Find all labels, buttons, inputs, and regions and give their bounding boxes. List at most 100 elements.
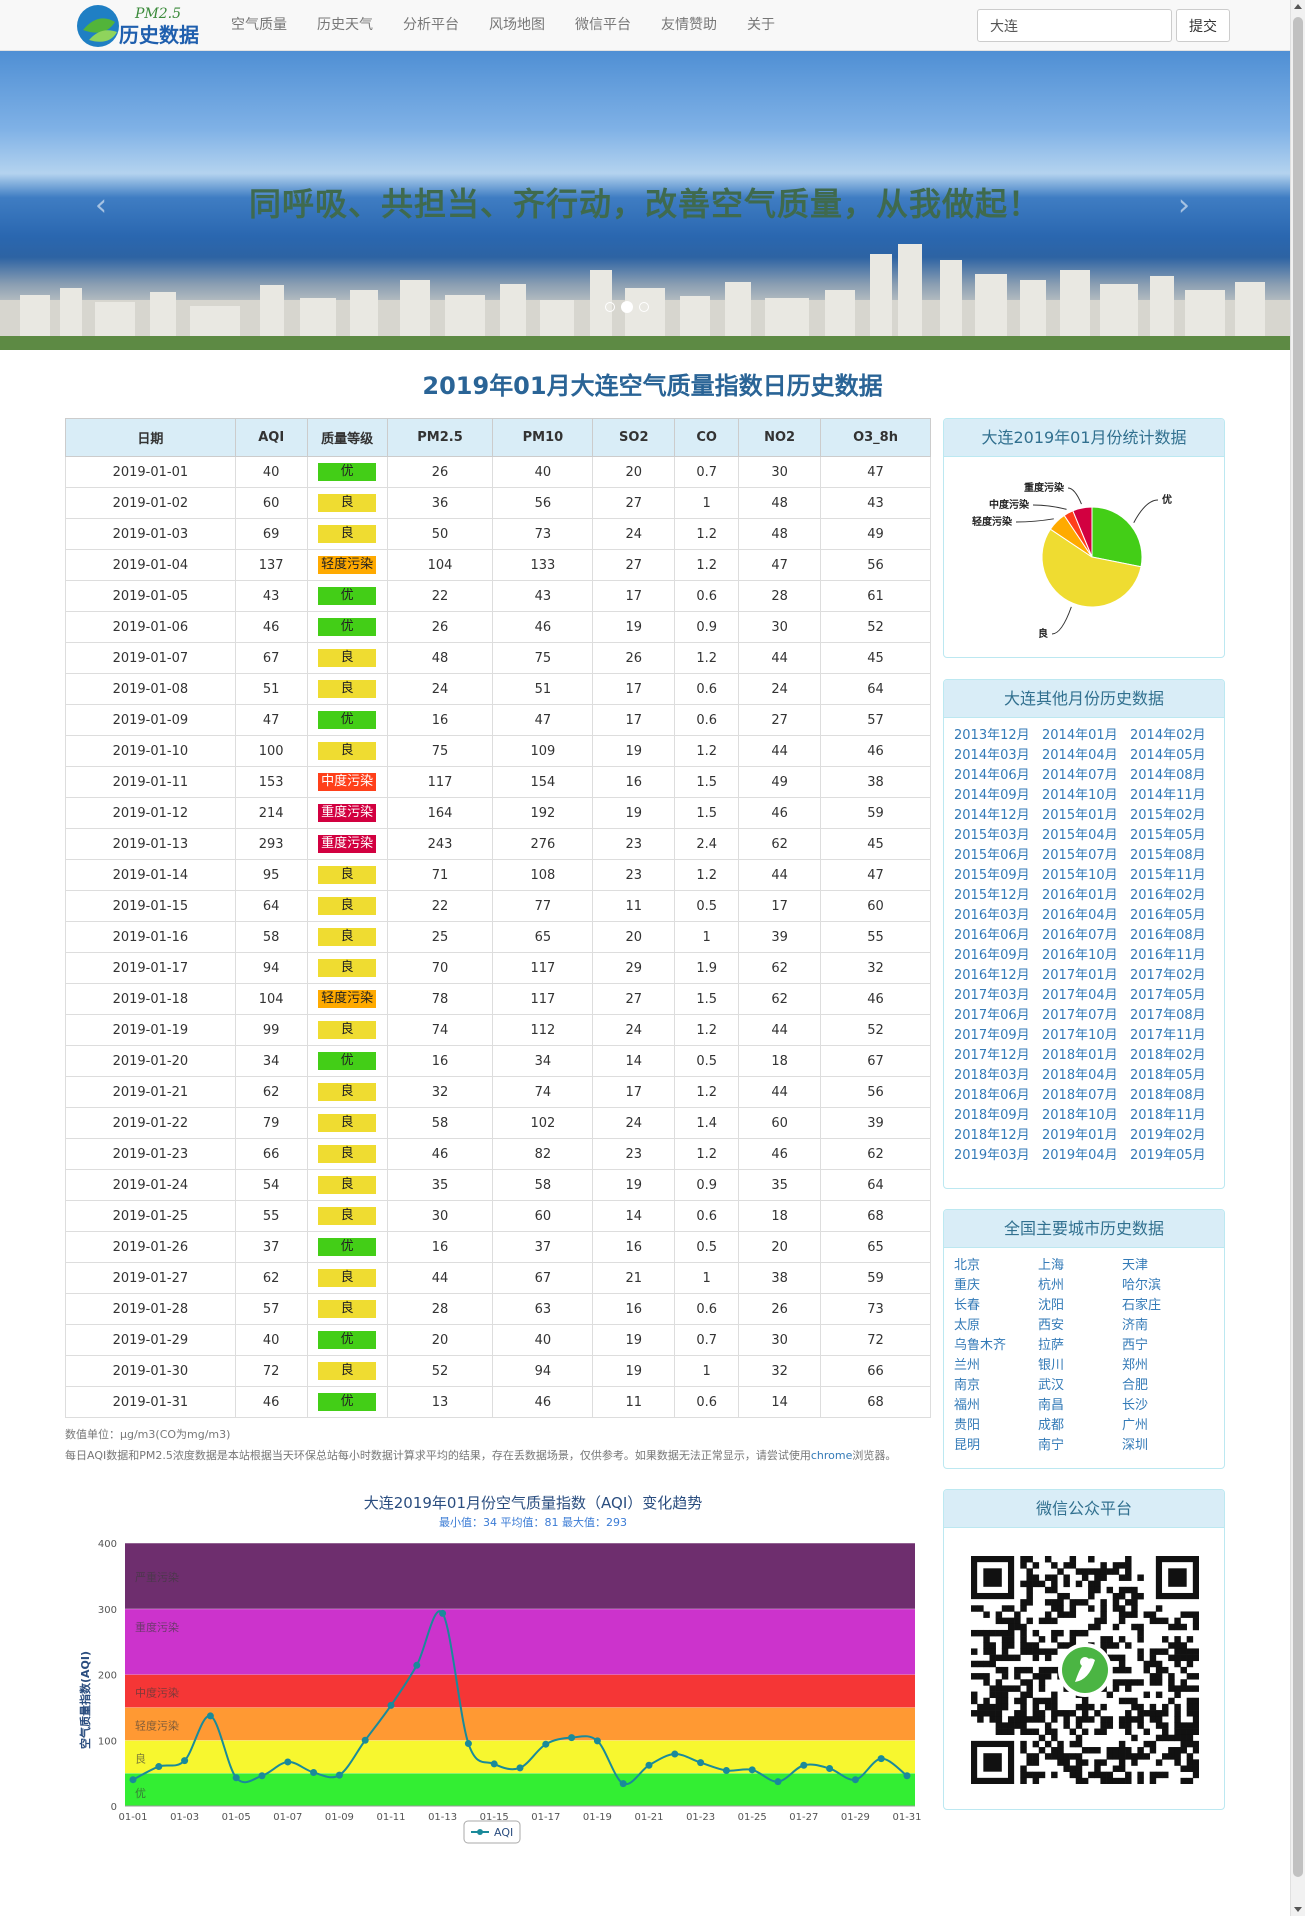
aqi-data-point[interactable] (490, 1760, 498, 1768)
carousel-dot[interactable] (639, 302, 649, 312)
month-link[interactable]: 2016年07月 (1042, 928, 1118, 943)
month-link[interactable]: 2014年04月 (1042, 748, 1118, 763)
month-link[interactable]: 2015年09月 (954, 868, 1030, 883)
aqi-data-point[interactable] (697, 1759, 705, 1767)
aqi-data-point[interactable] (903, 1772, 911, 1780)
month-link[interactable]: 2017年01月 (1042, 968, 1118, 983)
month-link[interactable]: 2019年04月 (1042, 1148, 1118, 1163)
aqi-data-point[interactable] (568, 1734, 576, 1742)
month-link[interactable]: 2018年08月 (1130, 1088, 1206, 1103)
city-link[interactable]: 拉萨 (1038, 1338, 1065, 1353)
month-link[interactable]: 2016年10月 (1042, 948, 1118, 963)
scroll-down-icon[interactable] (1294, 1907, 1302, 1912)
city-link[interactable]: 北京 (954, 1258, 981, 1273)
city-link[interactable]: 福州 (954, 1398, 981, 1413)
month-link[interactable]: 2015年12月 (954, 888, 1030, 903)
month-link[interactable]: 2016年11月 (1130, 948, 1206, 963)
city-link[interactable]: 郑州 (1122, 1358, 1149, 1373)
month-link[interactable]: 2018年09月 (954, 1108, 1030, 1123)
city-link[interactable]: 西安 (1038, 1318, 1065, 1333)
city-link[interactable]: 兰州 (954, 1358, 981, 1373)
city-link[interactable]: 上海 (1038, 1258, 1065, 1273)
scroll-thumb[interactable] (1293, 17, 1303, 1877)
pie-slice[interactable] (1091, 506, 1143, 568)
site-logo[interactable]: PM2.5 历史数据 (75, 2, 210, 48)
chart-legend[interactable]: AQI (463, 1820, 521, 1844)
month-link[interactable]: 2014年09月 (954, 788, 1030, 803)
nav-link-about[interactable]: 关于 (747, 17, 775, 33)
month-link[interactable]: 2018年07月 (1042, 1088, 1118, 1103)
month-link[interactable]: 2014年02月 (1130, 728, 1206, 743)
aqi-data-point[interactable] (774, 1778, 782, 1786)
aqi-data-point[interactable] (181, 1757, 189, 1765)
month-link[interactable]: 2015年08月 (1130, 848, 1206, 863)
carousel-prev-icon[interactable]: ‹ (95, 188, 107, 223)
city-link[interactable]: 天津 (1122, 1258, 1149, 1273)
month-link[interactable]: 2017年06月 (954, 1008, 1030, 1023)
aqi-data-point[interactable] (361, 1736, 369, 1744)
carousel-next-icon[interactable]: › (1178, 188, 1190, 223)
city-link[interactable]: 广州 (1122, 1418, 1149, 1433)
city-link[interactable]: 合肥 (1122, 1378, 1149, 1393)
month-link[interactable]: 2017年05月 (1130, 988, 1206, 1003)
month-link[interactable]: 2014年10月 (1042, 788, 1118, 803)
month-link[interactable]: 2015年10月 (1042, 868, 1118, 883)
aqi-data-point[interactable] (516, 1764, 524, 1772)
aqi-data-point[interactable] (232, 1774, 240, 1782)
month-link[interactable]: 2015年06月 (954, 848, 1030, 863)
aqi-data-point[interactable] (722, 1766, 730, 1774)
aqi-data-point[interactable] (619, 1780, 627, 1788)
city-link[interactable]: 深圳 (1122, 1438, 1149, 1453)
month-link[interactable]: 2019年03月 (954, 1148, 1030, 1163)
month-link[interactable]: 2014年06月 (954, 768, 1030, 783)
month-link[interactable]: 2015年02月 (1130, 808, 1206, 823)
month-link[interactable]: 2017年10月 (1042, 1028, 1118, 1043)
aqi-data-point[interactable] (284, 1758, 292, 1766)
city-search-input[interactable] (977, 9, 1172, 42)
aqi-data-point[interactable] (464, 1740, 472, 1748)
city-link[interactable]: 南宁 (1038, 1438, 1065, 1453)
month-link[interactable]: 2017年09月 (954, 1028, 1030, 1043)
aqi-data-point[interactable] (258, 1772, 266, 1780)
month-link[interactable]: 2016年09月 (954, 948, 1030, 963)
month-link[interactable]: 2014年01月 (1042, 728, 1118, 743)
month-link[interactable]: 2018年12月 (954, 1128, 1030, 1143)
month-link[interactable]: 2016年06月 (954, 928, 1030, 943)
aqi-data-point[interactable] (645, 1761, 653, 1769)
month-link[interactable]: 2017年12月 (954, 1048, 1030, 1063)
city-link[interactable]: 西宁 (1122, 1338, 1149, 1353)
city-link[interactable]: 南京 (954, 1378, 981, 1393)
month-link[interactable]: 2016年04月 (1042, 908, 1118, 923)
month-link[interactable]: 2013年12月 (954, 728, 1030, 743)
aqi-data-point[interactable] (129, 1776, 137, 1784)
carousel-dot-active[interactable] (621, 301, 633, 313)
month-link[interactable]: 2015年07月 (1042, 848, 1118, 863)
month-link[interactable]: 2014年03月 (954, 748, 1030, 763)
city-link[interactable]: 太原 (954, 1318, 981, 1333)
aqi-data-point[interactable] (387, 1701, 395, 1709)
month-link[interactable]: 2017年02月 (1130, 968, 1206, 983)
month-link[interactable]: 2018年05月 (1130, 1068, 1206, 1083)
aqi-data-point[interactable] (826, 1765, 834, 1773)
city-link[interactable]: 武汉 (1038, 1378, 1065, 1393)
city-link[interactable]: 杭州 (1038, 1278, 1065, 1293)
city-link[interactable]: 昆明 (954, 1438, 981, 1453)
city-link[interactable]: 哈尔滨 (1122, 1278, 1162, 1293)
month-link[interactable]: 2015年05月 (1130, 828, 1206, 843)
city-link[interactable]: 成都 (1038, 1418, 1065, 1433)
month-link[interactable]: 2015年03月 (954, 828, 1030, 843)
pie-slice[interactable] (1041, 528, 1142, 608)
aqi-data-point[interactable] (155, 1763, 163, 1771)
nav-link-history-weather[interactable]: 历史天气 (317, 17, 373, 33)
month-link[interactable]: 2017年08月 (1130, 1008, 1206, 1023)
month-link[interactable]: 2014年08月 (1130, 768, 1206, 783)
page-scrollbar[interactable] (1290, 0, 1305, 1916)
aqi-data-point[interactable] (310, 1768, 318, 1776)
month-link[interactable]: 2016年03月 (954, 908, 1030, 923)
aqi-data-point[interactable] (439, 1609, 447, 1617)
month-link[interactable]: 2016年08月 (1130, 928, 1206, 943)
month-link[interactable]: 2019年02月 (1130, 1128, 1206, 1143)
month-link[interactable]: 2015年04月 (1042, 828, 1118, 843)
month-link[interactable]: 2017年11月 (1130, 1028, 1206, 1043)
aqi-data-point[interactable] (542, 1740, 550, 1748)
